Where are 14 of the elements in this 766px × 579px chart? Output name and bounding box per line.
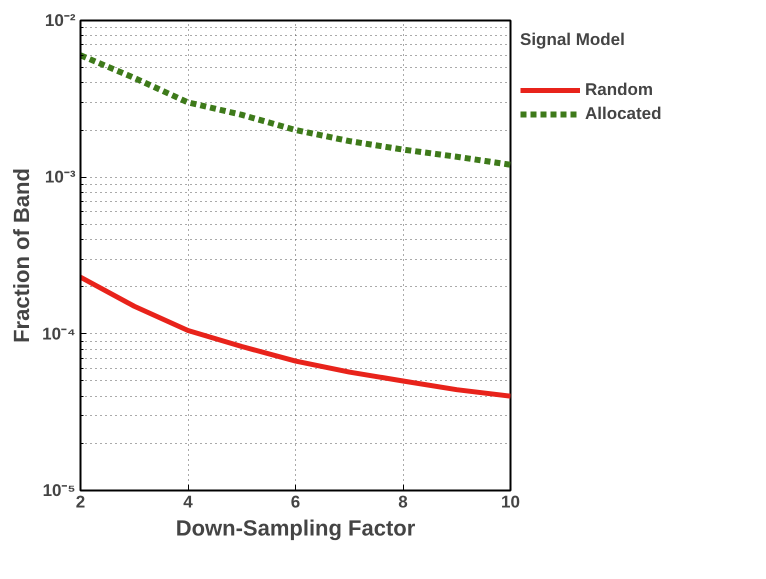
x-tick-label: 6 bbox=[290, 492, 300, 512]
x-axis-title: Down-Sampling Factor bbox=[176, 516, 416, 540]
legend-label: Random bbox=[585, 80, 653, 100]
x-tick-label: 2 bbox=[76, 492, 86, 512]
x-tick-label: 10 bbox=[501, 492, 520, 512]
legend-label: Allocated bbox=[585, 104, 662, 124]
y-tick-label: 10⁻³ bbox=[44, 168, 76, 187]
x-tick-label: 8 bbox=[398, 492, 408, 512]
legend-title: Signal Model bbox=[520, 30, 626, 50]
y-tick-label: 10⁻⁴ bbox=[42, 324, 76, 344]
y-axis-title: Fraction of Band bbox=[9, 168, 34, 343]
y-tick-label: 10⁻² bbox=[44, 11, 76, 30]
x-tick-label: 4 bbox=[183, 492, 194, 512]
y-tick-label: 10⁻⁵ bbox=[42, 481, 76, 500]
